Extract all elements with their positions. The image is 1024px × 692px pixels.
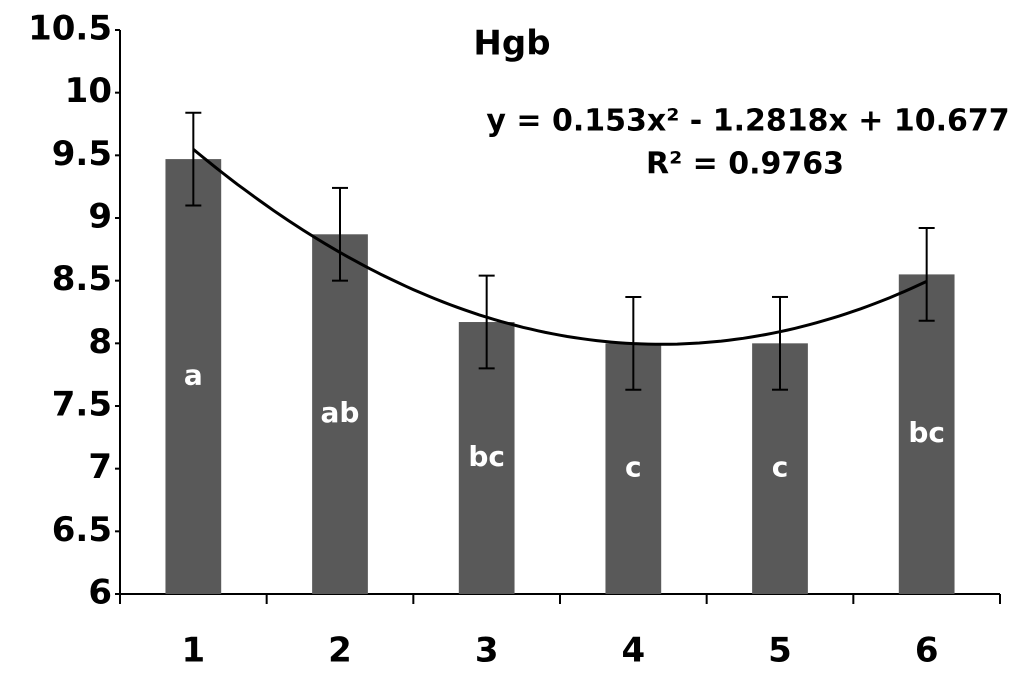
error-bar xyxy=(772,295,788,391)
bar xyxy=(165,159,222,595)
y-tick-label: 6 xyxy=(88,573,112,613)
x-tick-label: 6 xyxy=(915,631,939,671)
trend-r-squared: R² = 0.9763 xyxy=(646,147,844,182)
y-tick-label: 8.5 xyxy=(52,259,112,299)
significance-letter: ab xyxy=(321,396,360,429)
chart-title: Hgb xyxy=(473,24,550,64)
x-tick-label: 4 xyxy=(621,631,645,671)
x-tick-label: 2 xyxy=(328,631,352,671)
bar xyxy=(898,274,955,594)
error-bar xyxy=(332,186,348,282)
y-tick-label: 9.5 xyxy=(52,134,112,174)
trend-equation: y = 0.153x² - 1.2818x + 10.677 xyxy=(486,104,1009,139)
significance-letter: a xyxy=(184,359,203,392)
significance-letter: bc xyxy=(468,440,505,473)
y-tick-label: 10.5 xyxy=(28,9,112,49)
significance-letter: c xyxy=(625,451,642,484)
error-bar xyxy=(918,227,935,322)
y-tick-label: 9 xyxy=(88,197,112,237)
error-bar xyxy=(478,274,495,370)
trendline xyxy=(192,148,928,346)
x-tick-label: 1 xyxy=(181,631,205,671)
significance-letter: bc xyxy=(908,416,945,449)
x-tick-label: 3 xyxy=(475,631,499,671)
y-tick-label: 7.5 xyxy=(52,385,112,425)
y-tick-label: 10 xyxy=(65,71,112,111)
significance-letter: c xyxy=(772,451,789,484)
y-tick-label: 6.5 xyxy=(52,510,112,550)
error-bar xyxy=(185,111,202,207)
bar xyxy=(312,234,368,594)
x-tick-label: 5 xyxy=(768,631,792,671)
y-tick-label: 7 xyxy=(88,447,112,487)
y-tick-label: 8 xyxy=(88,322,112,362)
